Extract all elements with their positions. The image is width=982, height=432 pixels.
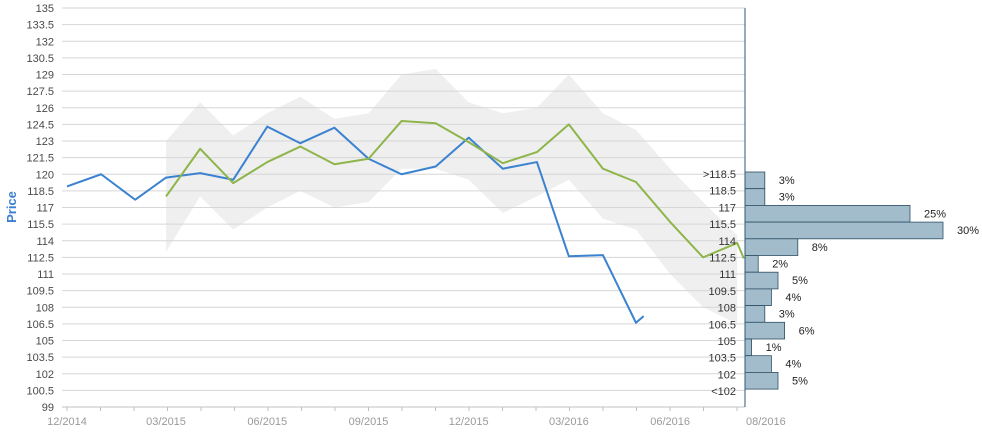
distribution-labels: 3%3%25%30%8%2%5%4%3%6%1%4%5%>118.5118.51… bbox=[703, 169, 979, 398]
distribution-category-label: 118.5 bbox=[709, 186, 736, 198]
distribution-bar-label: 6% bbox=[799, 325, 815, 337]
x-tick-label: 08/2016 bbox=[746, 416, 786, 428]
distribution-bar bbox=[744, 321, 785, 340]
distribution-bar-label: 3% bbox=[779, 309, 795, 321]
series-layer bbox=[66, 120, 745, 324]
x-tick-label: 12/2014 bbox=[47, 416, 87, 428]
distribution-category-label: 105 bbox=[718, 336, 736, 348]
distribution-bar bbox=[744, 271, 779, 290]
distribution-bar-label: 8% bbox=[812, 242, 828, 254]
y-axis-title: Price bbox=[4, 191, 19, 223]
y-tick-label: 127.5 bbox=[26, 86, 54, 98]
x-tick-label: 06/2016 bbox=[650, 416, 690, 428]
distribution-category-label: 103.5 bbox=[708, 353, 736, 365]
distribution-bar bbox=[744, 188, 766, 206]
y-tick-label: 130.5 bbox=[26, 53, 54, 65]
distribution-bar-label: 4% bbox=[785, 359, 801, 371]
x-tick-label: 12/2015 bbox=[449, 416, 489, 428]
y-tick-label: 120 bbox=[36, 169, 54, 181]
y-tick-label: 109.5 bbox=[26, 286, 54, 298]
distribution-bar-label: 5% bbox=[792, 375, 808, 387]
distribution-category-label: 115.5 bbox=[709, 219, 736, 231]
distribution-category-label: <102 bbox=[711, 386, 736, 398]
y-tick-labels: 135 133.5 132 130.5 129 127.5 126 124.5 123 121.5… bbox=[26, 3, 54, 414]
distribution-category-label: 111 bbox=[719, 269, 736, 281]
y-tick-label: 135 bbox=[36, 3, 54, 15]
y-tick-label: 105 bbox=[36, 336, 54, 348]
distribution-bar-label: 3% bbox=[779, 175, 795, 187]
y-tick-label: 118.5 bbox=[27, 186, 54, 198]
distribution-bar bbox=[744, 221, 944, 240]
x-tick-labels: 12/2014 03/2015 06/2015 09/2015 12/2015 03/20… bbox=[47, 416, 786, 428]
y-tick-label: 124.5 bbox=[26, 119, 54, 131]
distribution-bar-label: 3% bbox=[779, 192, 795, 204]
distribution-bar-label: 25% bbox=[924, 208, 946, 220]
distribution-bar bbox=[744, 255, 759, 273]
y-tick-label: 129 bbox=[36, 70, 54, 82]
x-tick-label: 03/2016 bbox=[549, 416, 589, 428]
x-tick-label: 06/2015 bbox=[247, 416, 287, 428]
y-tick-label: 99 bbox=[42, 402, 54, 414]
distribution-bar-label: 30% bbox=[957, 225, 979, 237]
y-tick-label: 108 bbox=[36, 302, 54, 314]
distribution-category-label: 102 bbox=[718, 369, 736, 381]
distribution-bar bbox=[744, 238, 799, 256]
forecast-range-band bbox=[166, 68, 738, 324]
distribution-category-label: 108 bbox=[718, 303, 736, 315]
distribution-category-label: 112.5 bbox=[709, 253, 736, 265]
distribution-layer bbox=[744, 171, 944, 390]
distribution-bar-label: 2% bbox=[772, 259, 788, 271]
distribution-bar bbox=[744, 305, 766, 323]
forecast-band-layer bbox=[166, 68, 738, 324]
distribution-bar bbox=[744, 355, 772, 373]
distribution-category-label: 117 bbox=[718, 202, 736, 214]
distribution-bar-label: 4% bbox=[785, 292, 801, 304]
distribution-bar-label: 5% bbox=[792, 275, 808, 287]
y-tick-label: 114 bbox=[36, 236, 54, 248]
y-tick-label: 121.5 bbox=[26, 153, 54, 165]
axes-layer bbox=[62, 8, 746, 411]
x-tick-label: 03/2015 bbox=[146, 416, 186, 428]
distribution-bar bbox=[744, 171, 766, 190]
forecast-series-line bbox=[165, 120, 745, 259]
distribution-category-label: >118.5 bbox=[703, 169, 736, 181]
grid-layer bbox=[62, 7, 745, 408]
distribution-bar bbox=[744, 371, 779, 390]
y-tick-label: 126 bbox=[36, 103, 54, 115]
distribution-category-label: 114 bbox=[718, 236, 736, 248]
distribution-bar bbox=[744, 204, 911, 223]
distribution-bar bbox=[744, 288, 772, 306]
y-tick-label: 132 bbox=[36, 36, 54, 48]
y-tick-label: 102 bbox=[36, 369, 54, 381]
y-tick-label: 112.5 bbox=[27, 252, 54, 264]
y-tick-label: 123 bbox=[36, 136, 54, 148]
y-tick-label: 111 bbox=[37, 269, 54, 281]
distribution-category-label: 109.5 bbox=[708, 286, 736, 298]
y-tick-label: 115.5 bbox=[27, 219, 54, 231]
distribution-category-label: 106.5 bbox=[708, 319, 736, 331]
y-tick-label: 103.5 bbox=[26, 352, 54, 364]
x-tick-label: 09/2015 bbox=[349, 416, 389, 428]
y-tick-label: 117 bbox=[36, 203, 54, 215]
distribution-bar-label: 1% bbox=[766, 342, 782, 354]
y-tick-label: 100.5 bbox=[26, 385, 54, 397]
y-tick-label: 106.5 bbox=[26, 319, 54, 331]
y-tick-label: 133.5 bbox=[26, 20, 54, 32]
distribution-bar bbox=[744, 338, 752, 357]
